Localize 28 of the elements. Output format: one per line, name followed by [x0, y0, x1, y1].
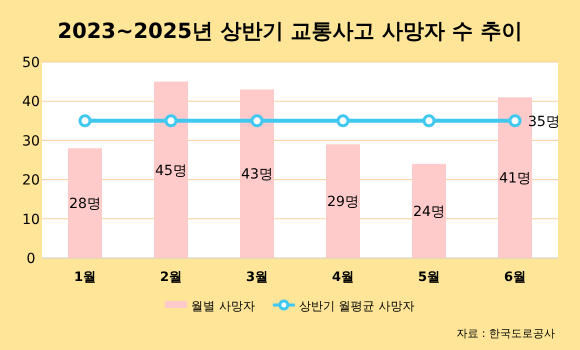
- data-label: 41명: [499, 170, 531, 187]
- y-tick-label: 50: [22, 55, 40, 71]
- legend-label: 상반기 월평균 사망자: [298, 299, 414, 313]
- y-tick-label: 40: [22, 94, 40, 110]
- x-tick-label: 1월: [74, 270, 96, 285]
- bar: [326, 144, 360, 258]
- x-tick-label: 4월: [332, 270, 354, 285]
- y-tick-label: 20: [22, 172, 40, 189]
- text: 자료 : 한국도로공사: [456, 327, 555, 340]
- bar: [240, 89, 274, 258]
- legend-label: 월별 사망자: [191, 299, 255, 313]
- data-label: 24명: [413, 204, 445, 220]
- x-tick-label: 5월: [418, 270, 440, 285]
- x-tick-label: 2월: [160, 270, 182, 285]
- data-label: 43명: [241, 166, 273, 183]
- bar: [154, 82, 188, 258]
- bar: [412, 164, 446, 258]
- chart-title: 2023~2025년 상반기 교통사고 사망자 수 추이: [57, 19, 523, 43]
- data-label: 29명: [327, 194, 359, 210]
- data-label: 28명: [69, 196, 101, 212]
- data-label: 35명: [528, 114, 560, 130]
- x-tick-label: 6월: [504, 270, 526, 285]
- data-label: 45명: [155, 162, 187, 179]
- y-tick-label: 30: [22, 133, 40, 150]
- y-tick-label: 10: [22, 212, 40, 228]
- bar: [68, 148, 102, 258]
- y-tick-label: 0: [26, 251, 36, 267]
- x-tick-label: 3월: [246, 270, 268, 285]
